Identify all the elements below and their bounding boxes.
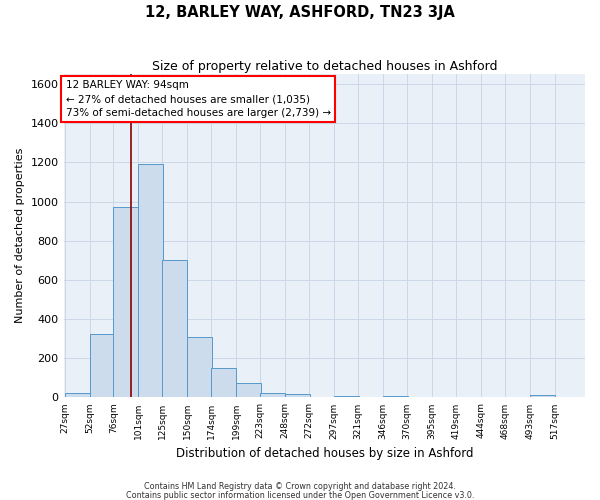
Bar: [286, 394, 310, 398]
Bar: [187, 336, 212, 398]
Bar: [65, 392, 89, 398]
Bar: [530, 396, 555, 398]
Bar: [236, 382, 262, 398]
Text: Contains public sector information licensed under the Open Government Licence v3: Contains public sector information licen…: [126, 490, 474, 500]
Bar: [260, 392, 286, 398]
Text: 12 BARLEY WAY: 94sqm
← 27% of detached houses are smaller (1,035)
73% of semi-de: 12 BARLEY WAY: 94sqm ← 27% of detached h…: [65, 80, 331, 118]
Y-axis label: Number of detached properties: Number of detached properties: [15, 148, 25, 324]
Text: Contains HM Land Registry data © Crown copyright and database right 2024.: Contains HM Land Registry data © Crown c…: [144, 482, 456, 491]
Bar: [383, 396, 408, 398]
Bar: [139, 164, 163, 398]
Bar: [211, 368, 236, 398]
Bar: [163, 260, 187, 398]
Bar: [113, 208, 139, 398]
Bar: [89, 334, 115, 398]
Bar: [334, 396, 359, 398]
Title: Size of property relative to detached houses in Ashford: Size of property relative to detached ho…: [152, 60, 497, 73]
Text: 12, BARLEY WAY, ASHFORD, TN23 3JA: 12, BARLEY WAY, ASHFORD, TN23 3JA: [145, 5, 455, 20]
X-axis label: Distribution of detached houses by size in Ashford: Distribution of detached houses by size …: [176, 447, 473, 460]
